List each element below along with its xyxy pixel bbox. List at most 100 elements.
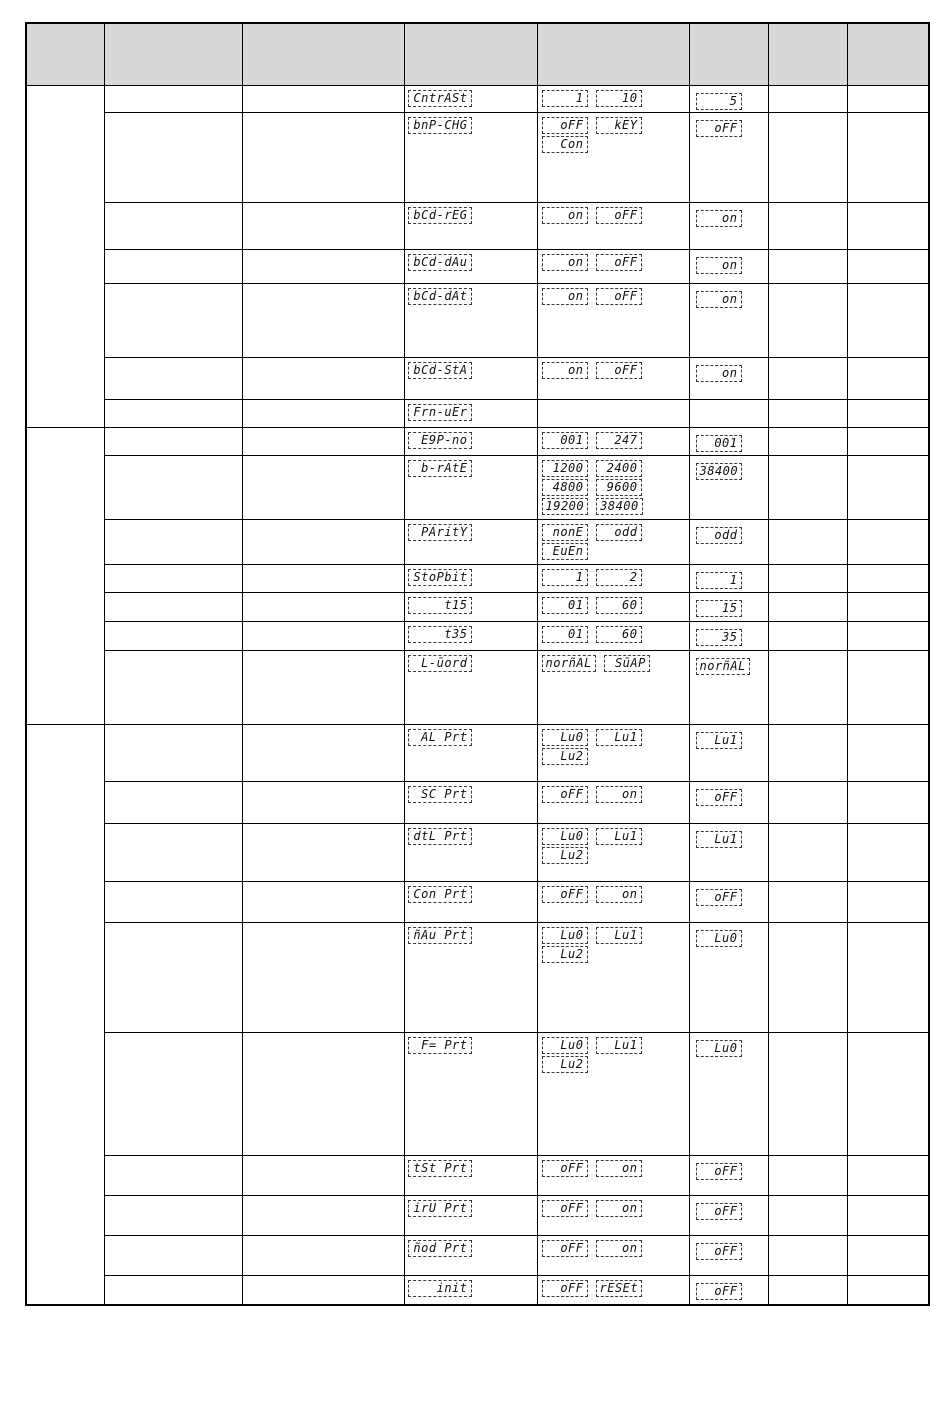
- default-group: Lu0: [690, 924, 767, 947]
- option-lcd: Lu0: [541, 828, 588, 845]
- empty-cell: [103, 823, 243, 882]
- option-lcd: Lu1: [595, 828, 642, 845]
- option-lcd: EuEn: [541, 543, 588, 560]
- empty-cell: [241, 1155, 405, 1196]
- default-cell: 1: [688, 564, 769, 593]
- header-cell: [767, 22, 848, 86]
- param-lcd: bCd-dAu: [407, 254, 472, 271]
- options-cell: on oFF: [536, 357, 690, 400]
- spec-row: bCd-StA on oFF on: [26, 357, 930, 400]
- empty-cell: [103, 881, 243, 923]
- empty-cell: [767, 781, 848, 824]
- options-cell: oFF on: [536, 781, 690, 824]
- option-lcd: Lu2: [541, 748, 588, 765]
- default-cell: odd: [688, 519, 769, 565]
- empty-cell: [846, 650, 930, 725]
- param-cell: PAritY: [403, 519, 538, 565]
- param-lcd: E9P-no: [407, 432, 472, 449]
- param-cell: bCd-dAu: [403, 249, 538, 284]
- empty-cell: [103, 592, 243, 622]
- empty-cell: [241, 1275, 405, 1305]
- option-lcd: Lu1: [595, 729, 642, 746]
- section-group-cell: [25, 724, 105, 1305]
- option-lcd: oFF: [541, 1240, 588, 1257]
- option-lcd: oFF: [541, 1200, 588, 1217]
- default-group: oFF: [690, 783, 767, 806]
- default-group: 38400: [690, 457, 767, 480]
- option-lcd: Lu2: [541, 1056, 588, 1073]
- param-cell: init: [403, 1275, 538, 1305]
- option-lcd: Lu0: [541, 927, 588, 944]
- empty-cell: [846, 112, 930, 203]
- default-lcd: oFF: [695, 889, 742, 906]
- default-cell: oFF: [688, 781, 769, 824]
- option-lcd: 1: [541, 90, 588, 107]
- option-lcd: oFF: [595, 362, 642, 379]
- options-cell: 1200 2400 4800 9600 19200 38400: [536, 455, 690, 520]
- default-lcd: 38400: [695, 463, 743, 480]
- spec-row: bCd-dAu on oFF on: [26, 249, 930, 284]
- spec-row: SC Prt oFF on oFF: [26, 781, 930, 824]
- empty-cell: [767, 592, 848, 622]
- option-lcd: 2400: [595, 460, 642, 477]
- option-lcd: on: [595, 886, 642, 903]
- empty-cell: [241, 1195, 405, 1236]
- default-cell: [688, 399, 769, 428]
- empty-cell: [846, 1032, 930, 1156]
- option-lcd: on: [541, 362, 588, 379]
- default-lcd: Lu1: [695, 831, 742, 848]
- default-cell: 001: [688, 427, 769, 456]
- empty-cell: [103, 85, 243, 113]
- empty-cell: [846, 399, 930, 428]
- spec-row: b-rAtE 1200 2400 4800 9600 19200 38400 38400: [26, 455, 930, 520]
- option-lcd: 1200: [541, 460, 588, 477]
- default-lcd: oFF: [695, 1203, 742, 1220]
- default-cell: Lu0: [688, 1032, 769, 1156]
- option-lcd: odd: [595, 524, 642, 541]
- empty-cell: [767, 357, 848, 400]
- header-cell: [25, 22, 105, 86]
- option-lcd: oFF: [595, 288, 642, 305]
- param-cell: L-ūord: [403, 650, 538, 725]
- param-cell: b-rAtE: [403, 455, 538, 520]
- param-lcd: PAritY: [407, 524, 472, 541]
- empty-cell: [767, 283, 848, 358]
- spec-row: bCd-dAt on oFF on: [26, 283, 930, 358]
- default-cell: on: [688, 202, 769, 250]
- spec-row: Con Prt oFF on oFF: [26, 881, 930, 923]
- empty-cell: [846, 249, 930, 284]
- section-group-cell: [25, 85, 105, 428]
- options-cell: oFF on: [536, 1155, 690, 1196]
- spec-row: AL Prt Lu0 Lu1 Lu2 Lu1: [25, 724, 930, 1305]
- option-lcd: Con: [541, 136, 588, 153]
- default-cell: 15: [688, 592, 769, 622]
- option-lcd: on: [541, 288, 588, 305]
- param-lcd: SC Prt: [407, 786, 472, 803]
- options-cell: oFF on: [536, 881, 690, 923]
- default-lcd: 35: [695, 629, 742, 646]
- default-lcd: 15: [695, 600, 742, 617]
- param-cell: AL Prt: [403, 724, 538, 782]
- empty-cell: [846, 621, 930, 651]
- spec-row: Frn-uEr: [26, 399, 930, 428]
- default-cell: norñAL: [688, 650, 769, 725]
- empty-cell: [241, 781, 405, 824]
- default-lcd: oFF: [695, 789, 742, 806]
- options-group: on oFF: [538, 285, 658, 305]
- empty-cell: [241, 249, 405, 284]
- option-lcd: on: [595, 1200, 642, 1217]
- option-lcd: oFF: [541, 1160, 588, 1177]
- options-cell: nonE odd EuEn: [536, 519, 690, 565]
- empty-cell: [846, 564, 930, 593]
- param-cell: E9P-no: [403, 427, 538, 456]
- spec-row: ñod Prt oFF on oFF: [26, 1235, 930, 1276]
- options-cell: 01 60: [536, 621, 690, 651]
- empty-cell: [767, 1155, 848, 1196]
- empty-cell: [103, 249, 243, 284]
- param-cell: SC Prt: [403, 781, 538, 824]
- spec-table-body: CntrASt 1 10 5 bnP-CHG oFF kEY Con oFF bCd-rEG on o…: [25, 85, 930, 1305]
- empty-cell: [846, 1235, 930, 1276]
- option-lcd: 19200: [541, 498, 589, 515]
- options-cell: on oFF: [536, 202, 690, 250]
